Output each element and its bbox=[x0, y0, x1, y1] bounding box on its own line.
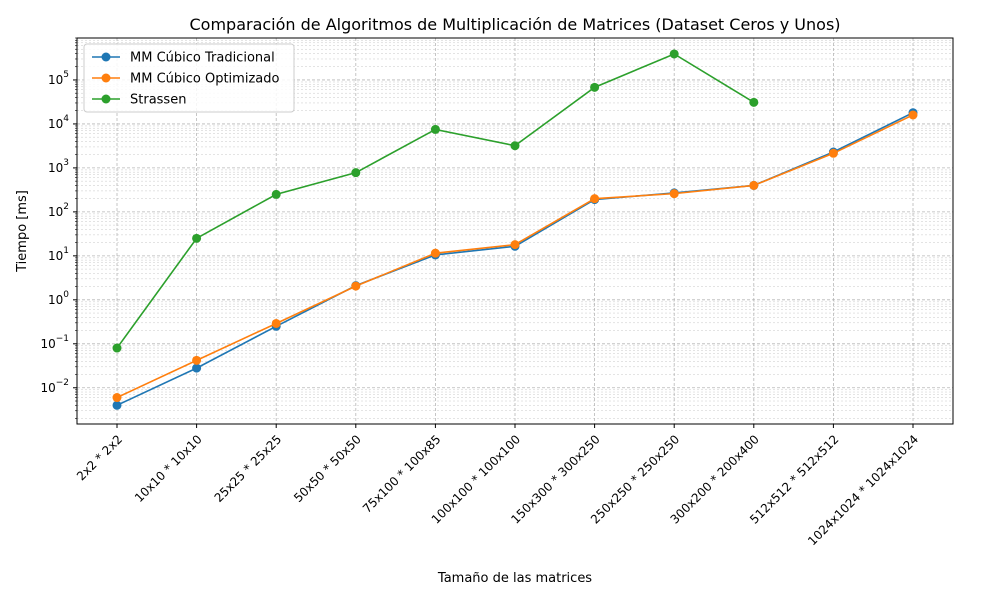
data-point bbox=[351, 281, 361, 291]
legend-box bbox=[83, 43, 295, 113]
y-tick-label: 10−1 bbox=[40, 334, 69, 351]
legend-label: MM Cúbico Tradicional bbox=[130, 51, 275, 66]
y-tick-label: 10−2 bbox=[40, 378, 69, 395]
grid-layer bbox=[77, 37, 953, 424]
data-point bbox=[271, 318, 281, 328]
legend-swatch-marker bbox=[101, 73, 111, 83]
data-point bbox=[192, 363, 202, 373]
y-tick-layer: 10−2 10−1 100 101 102 103 104 105 bbox=[40, 37, 77, 419]
data-point bbox=[669, 49, 679, 59]
legend-item: MM Cúbico Optimizado bbox=[92, 72, 279, 87]
series-2 bbox=[112, 110, 918, 403]
data-point bbox=[112, 343, 122, 353]
data-point bbox=[510, 240, 520, 250]
y-tick-label: 100 bbox=[48, 290, 69, 307]
data-point bbox=[590, 82, 600, 92]
legend-swatch-marker bbox=[101, 52, 111, 62]
data-point bbox=[192, 355, 202, 365]
data-point bbox=[192, 233, 202, 243]
data-point bbox=[430, 124, 440, 134]
data-point bbox=[510, 141, 520, 151]
series-3 bbox=[112, 49, 759, 353]
legend-swatch-marker bbox=[101, 94, 111, 104]
data-point bbox=[749, 180, 759, 190]
data-point bbox=[669, 189, 679, 199]
legend-item: MM Cúbico Tradicional bbox=[92, 51, 275, 66]
y-tick-label: 103 bbox=[48, 158, 69, 175]
legend-item: Strassen bbox=[92, 93, 186, 108]
y-tick-label: 105 bbox=[48, 70, 69, 87]
data-point bbox=[351, 168, 361, 178]
series-layer bbox=[112, 49, 918, 410]
data-point bbox=[828, 148, 838, 158]
legend-label: Strassen bbox=[130, 93, 186, 108]
y-tick-label: 101 bbox=[48, 246, 69, 263]
y-tick-label: 102 bbox=[48, 202, 69, 219]
legend-label: MM Cúbico Optimizado bbox=[130, 72, 279, 87]
y-axis-label: Tiempo [ms] bbox=[15, 190, 30, 273]
data-point bbox=[908, 110, 918, 120]
data-point bbox=[271, 189, 281, 199]
data-point bbox=[112, 400, 122, 410]
chart-title: Comparación de Algoritmos de Multiplicac… bbox=[189, 15, 840, 34]
data-point bbox=[430, 248, 440, 258]
legend: MM Cúbico Tradicional MM Cúbico Optimizad… bbox=[83, 43, 295, 113]
y-tick-label: 104 bbox=[48, 114, 69, 131]
data-point bbox=[112, 393, 122, 403]
data-point bbox=[749, 97, 759, 107]
data-point bbox=[590, 194, 600, 204]
x-axis-label: Tamaño de las matrices bbox=[437, 571, 592, 586]
